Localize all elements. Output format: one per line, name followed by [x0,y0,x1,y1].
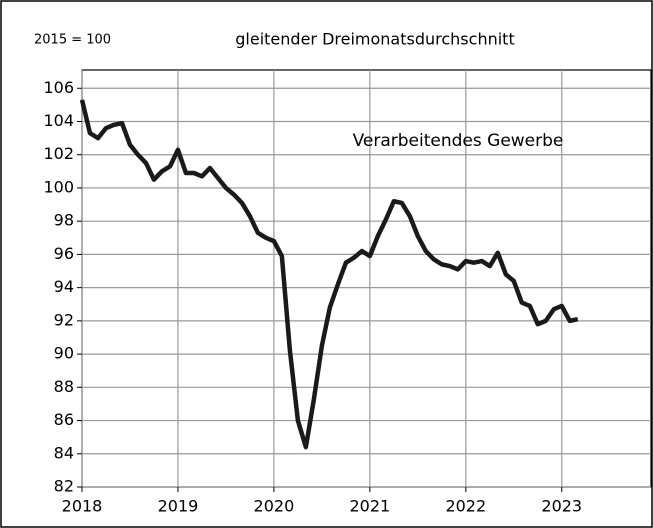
y-tick-label: 86 [54,410,74,429]
x-tick-label: 2020 [254,497,295,516]
y-tick-label: 94 [54,277,74,296]
y-tick-label: 96 [54,244,74,263]
y-tick-label: 106 [43,78,74,97]
y-tick-label: 88 [54,377,74,396]
subtitle: 2015 = 100 [34,33,111,48]
line [79,99,579,450]
y-tick-label: 98 [54,211,74,230]
x-tick-label: 2023 [541,497,582,516]
y-tick-label: 100 [43,177,74,196]
y-tick-label: 90 [54,344,74,363]
y-tick-label: 92 [54,310,74,329]
y-tick-label: 104 [43,111,74,130]
y-tick-label: 84 [54,443,74,462]
annotation: Verarbeitendes Gewerbe [353,131,564,151]
x-tick-label: 2018 [62,497,103,516]
y-tick-label: 102 [43,144,74,163]
y-tick-label: 82 [54,477,74,496]
x-tick-label: 2019 [158,497,199,516]
x-tick-label: 2021 [349,497,390,516]
chart-title: gleitender Dreimonatsdurchschnitt [235,30,514,49]
x-tick-label: 2022 [445,497,486,516]
